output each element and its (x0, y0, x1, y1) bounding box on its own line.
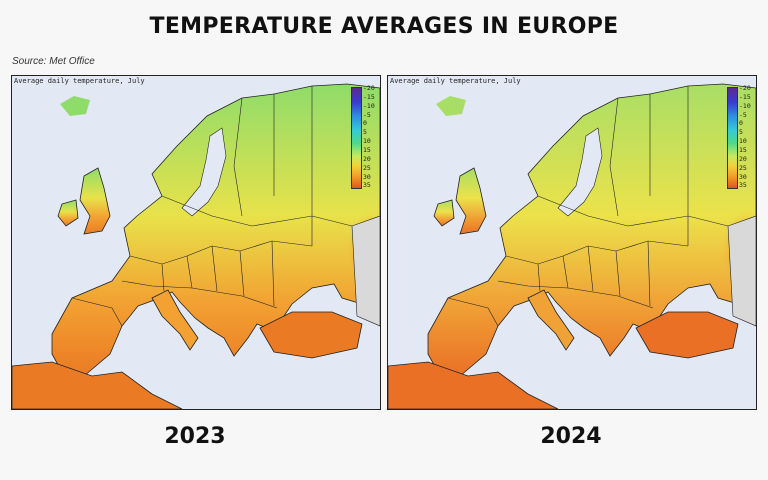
ireland (57, 199, 79, 227)
ireland (433, 199, 455, 227)
colorbar-tick: -20 (739, 84, 751, 92)
europe-map-2024 (388, 83, 756, 409)
colorbar-tick: -5 (363, 110, 371, 119)
year-label-2024: 2024 (540, 424, 602, 449)
colorbar-tick: -15 (739, 92, 751, 101)
iceland (60, 96, 90, 116)
baltic-sea (181, 127, 227, 217)
colorbar-tick: 10 (363, 137, 371, 146)
map-subtitle: Average daily temperature, July (14, 77, 145, 85)
great-britain (79, 167, 111, 235)
europe-map-2023 (12, 83, 380, 409)
colorbar-tick: 5 (363, 128, 367, 137)
country-borders (71, 86, 353, 327)
colorbar-tick: 25 (739, 163, 747, 172)
colorbar-tick: -5 (739, 110, 747, 119)
colorbar-tick: -10 (363, 101, 375, 110)
colorbar-tick: 10 (739, 137, 747, 146)
chart-title: TEMPERATURE AVERAGES IN EUROPE (149, 14, 619, 39)
colorbar-tick: 15 (739, 146, 747, 155)
source-note: Source: Met Office (12, 56, 95, 67)
colorbar-tick: 5 (739, 128, 743, 137)
baltic-sea (557, 127, 603, 217)
colorbar-tick: -10 (739, 101, 751, 110)
colorbar-tick: 35 (739, 181, 747, 190)
colorbar-tick: -20 (363, 84, 375, 92)
italy (527, 289, 575, 351)
italy (151, 289, 199, 351)
country-borders (447, 86, 729, 327)
colorbar-tick: 15 (363, 146, 371, 155)
colorbar (727, 87, 738, 189)
colorbar-tick: -15 (363, 92, 375, 101)
great-britain (455, 167, 487, 235)
colorbar-tick: 30 (363, 172, 371, 181)
colorbar (351, 87, 362, 189)
map-subtitle: Average daily temperature, July (390, 77, 521, 85)
colorbar-tick: 20 (363, 154, 371, 163)
colorbar-tick: 0 (363, 119, 367, 128)
outside-area (351, 215, 380, 327)
colorbar-tick: 25 (363, 163, 371, 172)
year-label-2023: 2023 (164, 424, 226, 449)
colorbar-tick: 0 (739, 119, 743, 128)
colorbar-labels: -20 -15 -10 -5 0 5 10 15 20 25 30 35 (739, 85, 756, 189)
colorbar-tick: 30 (739, 172, 747, 181)
map-panel-2024: Average daily temperature, July -20 -15 … (387, 75, 757, 410)
colorbar-tick: 35 (363, 181, 371, 190)
colorbar-labels: -20 -15 -10 -5 0 5 10 15 20 25 30 35 (363, 85, 380, 189)
outside-area (727, 215, 756, 327)
north-africa (12, 361, 183, 409)
turkey (635, 311, 739, 359)
north-africa (388, 361, 559, 409)
iceland (436, 96, 466, 116)
map-panel-2023: Average daily temperature, July -20 -15 … (11, 75, 381, 410)
colorbar-tick: 20 (739, 154, 747, 163)
turkey (259, 311, 363, 359)
